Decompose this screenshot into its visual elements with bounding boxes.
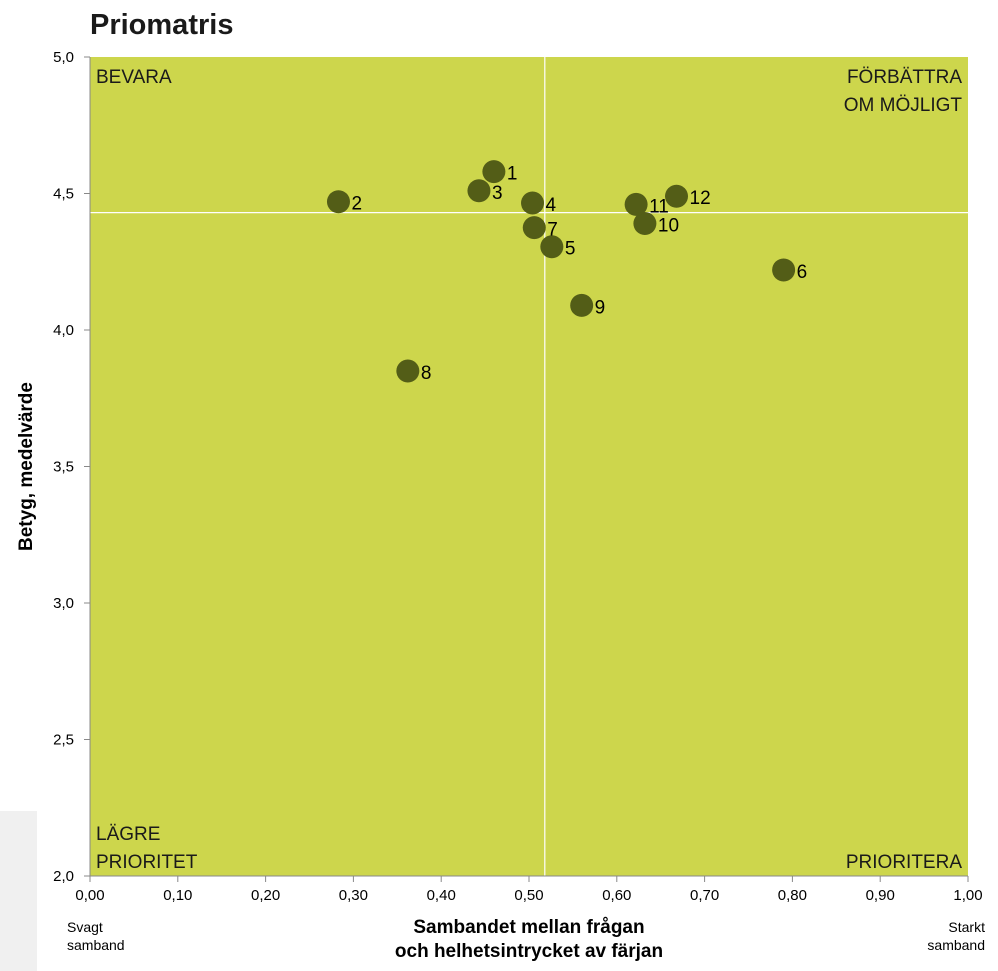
x-axis-title-line: och helhetsintrycket av färjan: [395, 941, 663, 962]
y-tick-label: 3,5: [53, 459, 74, 476]
data-point-label: 4: [546, 195, 557, 216]
y-tick-label: 2,0: [53, 868, 74, 885]
data-point-marker: [396, 359, 420, 383]
quadrant-label-top-right: FÖRBÄTTRA: [847, 67, 962, 88]
data-point-label: 6: [797, 262, 808, 283]
x-tick-label: 0,90: [866, 887, 895, 904]
x-tick-label: 0,10: [163, 887, 192, 904]
side-panel-strip: [0, 811, 37, 971]
chart-title: Priomatris: [90, 9, 233, 41]
x-tick-label: 0,30: [339, 887, 368, 904]
x-tick-label: 0,70: [690, 887, 719, 904]
data-point-marker: [633, 212, 657, 236]
quadrant-label-top-right: OM MÖJLIGT: [844, 95, 963, 116]
axes: 2,0 2,5 3,0 3,5 4,0 4,5 5,0 0,00 0,10 0,20 0,30 0,4…: [53, 49, 982, 904]
x-tick-label: 0,00: [75, 887, 104, 904]
data-point-marker: [482, 160, 506, 184]
data-point-label: 7: [547, 220, 558, 241]
data-point-marker: [665, 184, 689, 208]
quadrant-label-bottom-right: PRIORITERA: [846, 852, 962, 873]
plot-area: [90, 57, 968, 876]
data-point-marker: [772, 258, 796, 282]
data-point-label: 5: [565, 239, 576, 260]
data-point-marker: [467, 179, 491, 203]
x-axis-title-line: Sambandet mellan frågan: [413, 917, 644, 938]
data-point-label: 1: [507, 164, 518, 185]
quadrant-label-bottom-left: LÄGRE: [96, 824, 160, 845]
x-tick-label: 0,60: [602, 887, 631, 904]
data-point-marker: [326, 190, 350, 214]
x-tick-label: 1,00: [953, 887, 982, 904]
x-axis-title: Sambandet mellan frågan och helhetsintryc…: [395, 917, 663, 962]
data-point-label: 11: [649, 196, 669, 217]
x-axis-note-left: Svagt: [67, 919, 103, 935]
x-tick-label: 0,20: [251, 887, 280, 904]
x-axis-note-right: Starkt: [948, 919, 985, 935]
y-tick-label: 5,0: [53, 49, 74, 66]
data-point-label: 2: [351, 194, 362, 215]
data-point-marker: [570, 293, 594, 317]
y-axis-title: Betyg, medelvärde: [16, 382, 37, 551]
data-point-marker: [521, 191, 545, 215]
x-tick-label: 0,40: [427, 887, 456, 904]
quadrant-label-top-left: BEVARA: [96, 67, 172, 88]
data-point-label: 8: [421, 363, 432, 384]
data-point-label: 10: [658, 216, 679, 237]
data-point-marker: [540, 235, 564, 259]
x-axis-note-right: samband: [927, 937, 985, 953]
x-tick-label: 0,80: [778, 887, 807, 904]
data-point-marker: [624, 192, 648, 216]
data-point-label: 12: [690, 188, 711, 209]
quadrant-labels: BEVARA FÖRBÄTTRA OM MÖJLIGT LÄGRE PRIORITET P…: [96, 67, 962, 873]
data-point-marker: [522, 216, 546, 240]
x-tick-label: 0,50: [514, 887, 543, 904]
data-point-label: 9: [595, 297, 606, 318]
quadrant-label-bottom-left: PRIORITET: [96, 852, 198, 873]
x-axis-note-left: samband: [67, 937, 125, 953]
y-tick-label: 4,0: [53, 322, 74, 339]
y-tick-label: 2,5: [53, 732, 74, 749]
y-tick-label: 4,5: [53, 186, 74, 203]
y-tick-label: 3,0: [53, 595, 74, 612]
data-point-label: 3: [492, 183, 503, 204]
axis-notes: Svagt samband Starkt samband: [67, 919, 985, 953]
